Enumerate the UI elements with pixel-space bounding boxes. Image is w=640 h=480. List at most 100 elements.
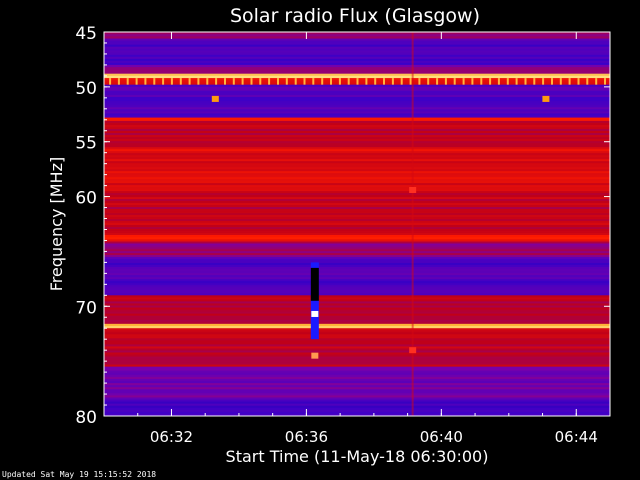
- band-row: [104, 228, 610, 232]
- frequency-band: [104, 120, 610, 148]
- comb-tick: [250, 78, 253, 85]
- frequency-band: [104, 191, 610, 236]
- band-row: [104, 241, 610, 244]
- band-row: [104, 409, 610, 413]
- plot-area: [104, 32, 610, 417]
- band-row: [104, 305, 610, 308]
- band-row: [104, 115, 610, 118]
- band-row: [104, 145, 610, 148]
- band-row: [104, 183, 610, 186]
- band-row: [104, 346, 610, 349]
- frequency-band: [104, 295, 610, 325]
- band-row: [104, 301, 610, 304]
- band-row: [104, 256, 610, 260]
- band-row: [104, 60, 610, 64]
- frequency-band: [104, 84, 610, 118]
- band-row: [104, 92, 610, 96]
- y-tick-label: 70: [75, 298, 97, 318]
- burst-spot: [311, 352, 319, 359]
- comb-tick: [533, 78, 536, 85]
- comb-tick: [436, 78, 439, 85]
- band-row: [104, 374, 610, 378]
- comb-tick: [444, 78, 447, 85]
- burst-spot: [409, 347, 417, 354]
- band-row: [104, 315, 610, 319]
- x-tick-label: 06:32: [150, 428, 193, 446]
- band-row: [104, 73, 610, 77]
- burst-spot: [211, 95, 219, 102]
- band-row: [104, 143, 610, 146]
- burst-column: [310, 267, 319, 301]
- band-row: [104, 71, 610, 75]
- band-row: [104, 84, 610, 88]
- comb-tick: [224, 78, 226, 85]
- band-row: [104, 64, 610, 68]
- comb-tick: [453, 78, 456, 85]
- comb-tick: [604, 78, 606, 85]
- band-row: [104, 69, 610, 72]
- band-row: [104, 271, 610, 274]
- band-row: [104, 295, 610, 298]
- frequency-band: [104, 399, 610, 417]
- burst-spot: [542, 95, 550, 102]
- band-row: [104, 403, 610, 407]
- band-row: [104, 338, 610, 341]
- y-tick-label: 50: [75, 79, 97, 99]
- comb-tick: [489, 78, 492, 85]
- band-row: [104, 387, 610, 390]
- band-row: [104, 330, 610, 333]
- band-row: [104, 393, 610, 396]
- band-row: [104, 153, 610, 156]
- band-row: [104, 395, 610, 398]
- band-row: [104, 226, 610, 230]
- comb-tick: [303, 78, 306, 85]
- band-row: [104, 309, 610, 313]
- band-row: [104, 285, 610, 288]
- band-row: [104, 411, 610, 415]
- frequency-band: [104, 38, 610, 66]
- band-row: [104, 352, 610, 355]
- comb-tick: [427, 78, 430, 85]
- comb-tick: [109, 78, 112, 85]
- comb-tick: [126, 78, 129, 85]
- band-row: [104, 225, 610, 228]
- comb-tick: [338, 78, 341, 85]
- band-row: [104, 103, 610, 106]
- band-row: [104, 191, 610, 194]
- band-row: [104, 372, 610, 376]
- band-row: [104, 376, 610, 380]
- band-row: [104, 56, 610, 60]
- band-row: [104, 391, 610, 394]
- band-row: [104, 211, 610, 214]
- band-row: [104, 254, 610, 258]
- comb-tick: [409, 78, 412, 85]
- band-row: [104, 165, 610, 168]
- band-row: [104, 179, 610, 182]
- band-row: [104, 94, 610, 98]
- band-row: [104, 42, 610, 46]
- band-row: [104, 111, 610, 114]
- band-row: [104, 265, 610, 268]
- comb-tick: [241, 78, 244, 85]
- band-row: [104, 234, 610, 238]
- band-row: [104, 151, 610, 154]
- band-row: [104, 344, 610, 347]
- comb-tick: [506, 78, 509, 85]
- band-row: [104, 173, 610, 176]
- band-row: [104, 88, 610, 92]
- comb-tick: [144, 78, 147, 85]
- comb-tick: [497, 78, 500, 85]
- comb-tick: [586, 78, 589, 85]
- band-row: [104, 413, 610, 417]
- comb-tick: [391, 78, 394, 85]
- band-row: [104, 397, 610, 400]
- y-axis-label: Frequency [MHz]: [47, 157, 66, 291]
- band-row: [104, 117, 610, 120]
- frequency-band: [104, 241, 610, 258]
- band-row: [104, 364, 610, 368]
- band-row: [104, 67, 610, 70]
- band-row: [104, 169, 610, 172]
- comb-tick: [188, 78, 191, 85]
- band-row: [104, 124, 610, 128]
- band-row: [104, 119, 610, 122]
